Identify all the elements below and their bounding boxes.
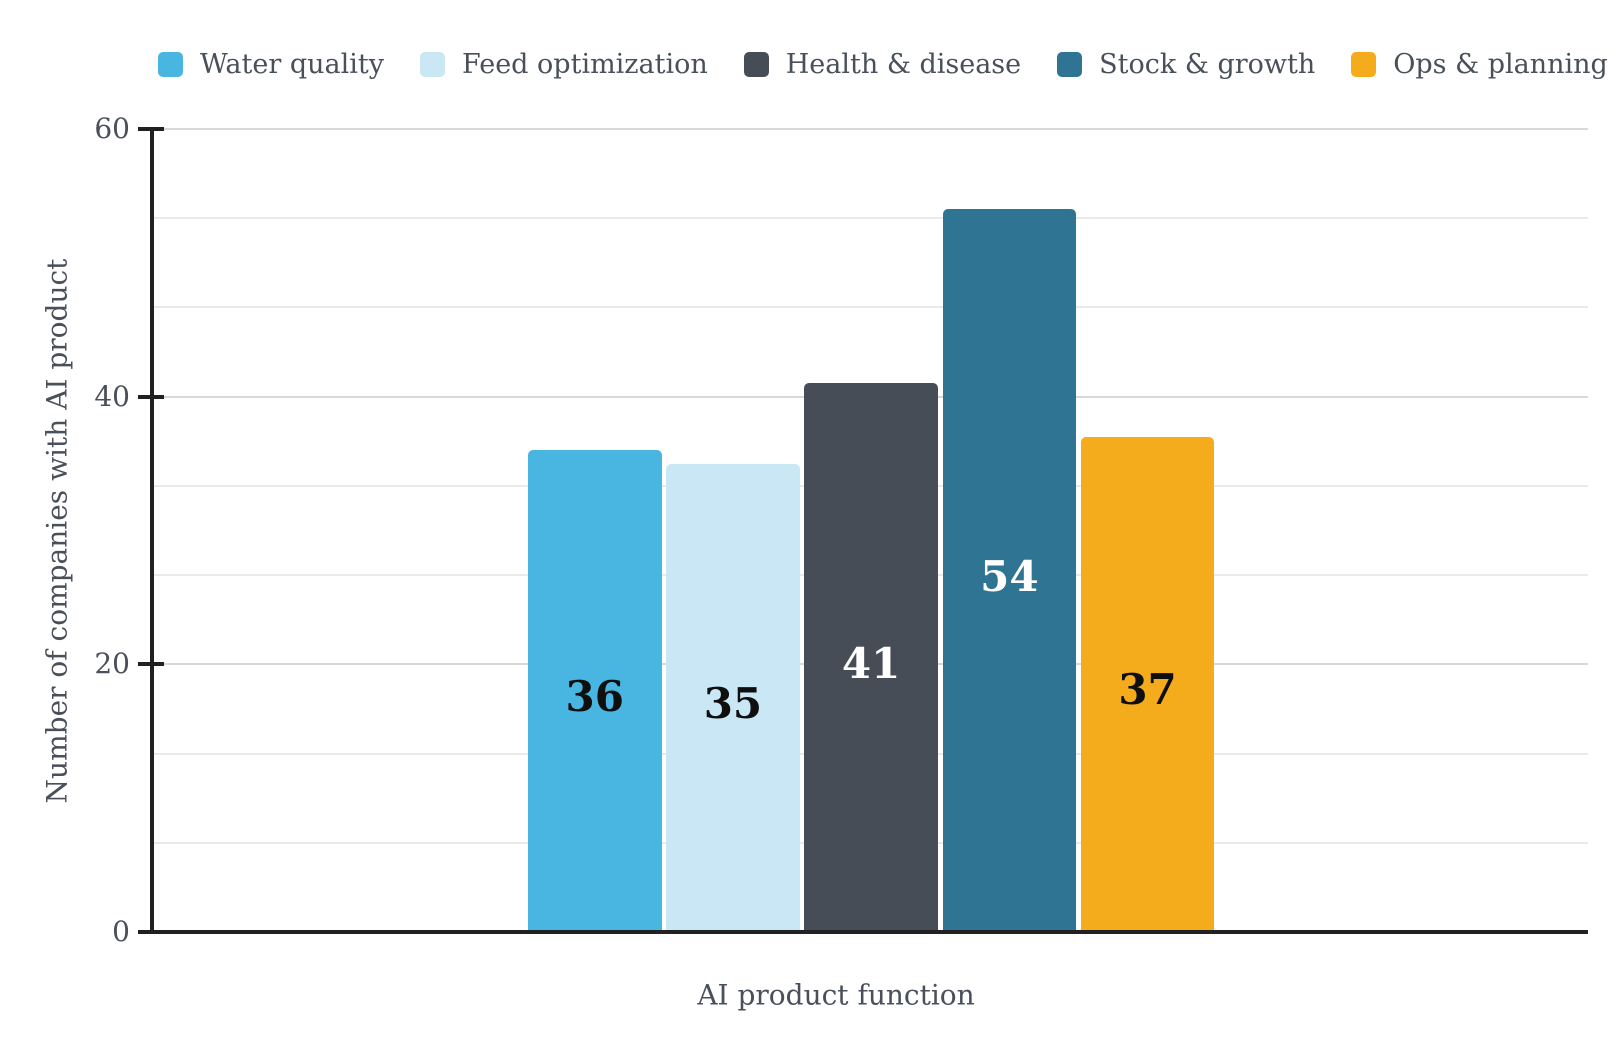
bar-value-label: 37	[1118, 665, 1177, 715]
legend-item-water-quality[interactable]: Water quality	[158, 51, 384, 78]
legend-item-stock-growth[interactable]: Stock & growth	[1057, 51, 1315, 78]
bar-value-label: 36	[565, 672, 624, 722]
legend-label: Water quality	[200, 49, 384, 80]
legend-label: Ops & planning	[1393, 49, 1608, 80]
bar-health-disease[interactable]: 41	[804, 383, 938, 932]
y-tick-mark	[138, 662, 164, 667]
legend-item-ops-planning[interactable]: Ops & planning	[1351, 51, 1608, 78]
gridline-minor	[152, 217, 1588, 220]
legend-swatch-icon	[1057, 52, 1083, 77]
legend-swatch-icon	[1351, 52, 1377, 77]
bar-value-label: 41	[841, 638, 901, 688]
bar-value-label: 35	[703, 678, 763, 728]
legend-item-feed-optimization[interactable]: Feed optimization	[419, 49, 708, 80]
x-axis-title: AI product function	[697, 978, 975, 1012]
bar-ops-planning[interactable]: 37	[1080, 436, 1215, 932]
x-axis-line	[152, 930, 1588, 934]
y-axis-title: Number of companies with AI product	[40, 258, 74, 804]
gridline-minor	[152, 306, 1588, 309]
bar-feed-optimization[interactable]: 35	[666, 463, 800, 932]
legend-label: Health & disease	[785, 49, 1022, 80]
gridline-major	[152, 128, 1588, 130]
y-tick-label: 20	[94, 647, 130, 681]
y-tick-mark	[138, 394, 164, 399]
y-axis-line	[150, 129, 154, 934]
y-tick-mark	[138, 127, 164, 131]
y-tick-mark	[138, 930, 164, 934]
legend-label: Stock & growth	[1099, 49, 1316, 80]
y-tick-label: 60	[94, 112, 130, 145]
bar-stock-growth[interactable]: 54	[942, 209, 1077, 932]
legend-swatch-icon	[158, 52, 183, 77]
legend-swatch-icon	[419, 52, 445, 77]
bar-water-quality[interactable]: 36	[528, 450, 662, 932]
legend: Water quality Feed optimization Health & d…	[158, 51, 1608, 78]
legend-item-health-disease[interactable]: Health & disease	[743, 49, 1022, 80]
plot-area: 0 20 40 60 36 35 41 54 37	[94, 115, 1588, 946]
bar-value-label: 54	[980, 551, 1039, 601]
legend-label: Feed optimization	[461, 49, 708, 80]
y-tick-label: 40	[94, 379, 130, 413]
y-tick-label: 0	[112, 915, 130, 948]
legend-swatch-icon	[743, 52, 769, 77]
